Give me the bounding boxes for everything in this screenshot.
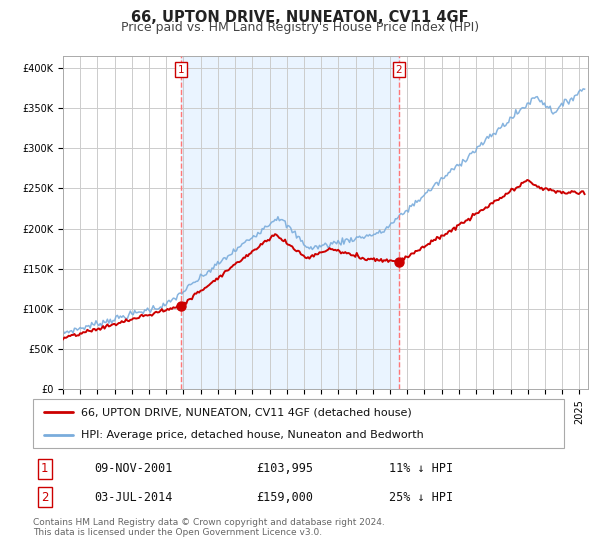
Text: 2: 2 — [395, 64, 402, 74]
Text: 03-JUL-2014: 03-JUL-2014 — [94, 491, 172, 504]
Text: £159,000: £159,000 — [256, 491, 313, 504]
Bar — [181, 56, 398, 389]
FancyBboxPatch shape — [33, 399, 564, 448]
Text: 66, UPTON DRIVE, NUNEATON, CV11 4GF: 66, UPTON DRIVE, NUNEATON, CV11 4GF — [131, 10, 469, 25]
Text: HPI: Average price, detached house, Nuneaton and Bedworth: HPI: Average price, detached house, Nune… — [81, 430, 424, 440]
Text: 2: 2 — [41, 491, 49, 504]
Text: 66, UPTON DRIVE, NUNEATON, CV11 4GF (detached house): 66, UPTON DRIVE, NUNEATON, CV11 4GF (det… — [81, 407, 412, 417]
Text: Contains HM Land Registry data © Crown copyright and database right 2024.
This d: Contains HM Land Registry data © Crown c… — [33, 518, 385, 538]
Text: 1: 1 — [178, 64, 184, 74]
Text: 11% ↓ HPI: 11% ↓ HPI — [389, 462, 453, 475]
Text: 25% ↓ HPI: 25% ↓ HPI — [389, 491, 453, 504]
Text: 09-NOV-2001: 09-NOV-2001 — [94, 462, 172, 475]
Text: 1: 1 — [41, 462, 49, 475]
Text: Price paid vs. HM Land Registry's House Price Index (HPI): Price paid vs. HM Land Registry's House … — [121, 21, 479, 34]
Text: £103,995: £103,995 — [256, 462, 313, 475]
